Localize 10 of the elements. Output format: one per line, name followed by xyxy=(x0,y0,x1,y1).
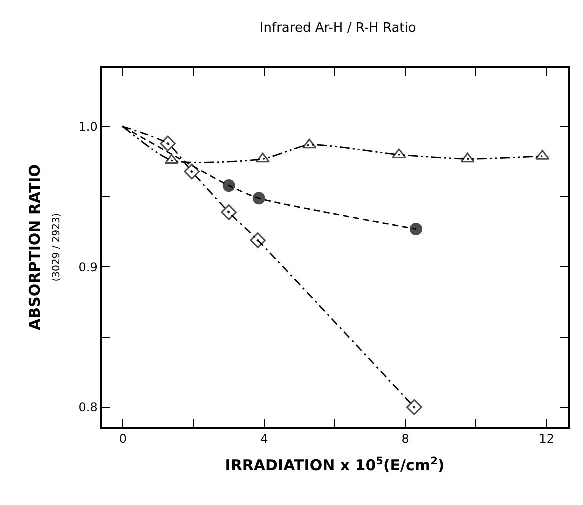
y-tick-label: 0.8 xyxy=(78,400,98,415)
y-tick-label: 0.9 xyxy=(78,260,98,274)
x-axis-title: IRRADIATION x 10$^{5}$(E/cm$^{2}$) xyxy=(225,455,445,475)
chart-title: Infrared Ar-H / R-H Ratio xyxy=(260,20,416,36)
x-tick-label: 12 xyxy=(539,432,554,446)
x-tick-label: 8 xyxy=(402,432,410,446)
y-axis-title: ABSORPTION RATIO (3029 / 2923) xyxy=(26,164,63,331)
y-tick-label: 1.0 xyxy=(78,120,98,134)
x-tick-label: 4 xyxy=(260,432,268,446)
x-tick-label: 0 xyxy=(119,432,127,446)
